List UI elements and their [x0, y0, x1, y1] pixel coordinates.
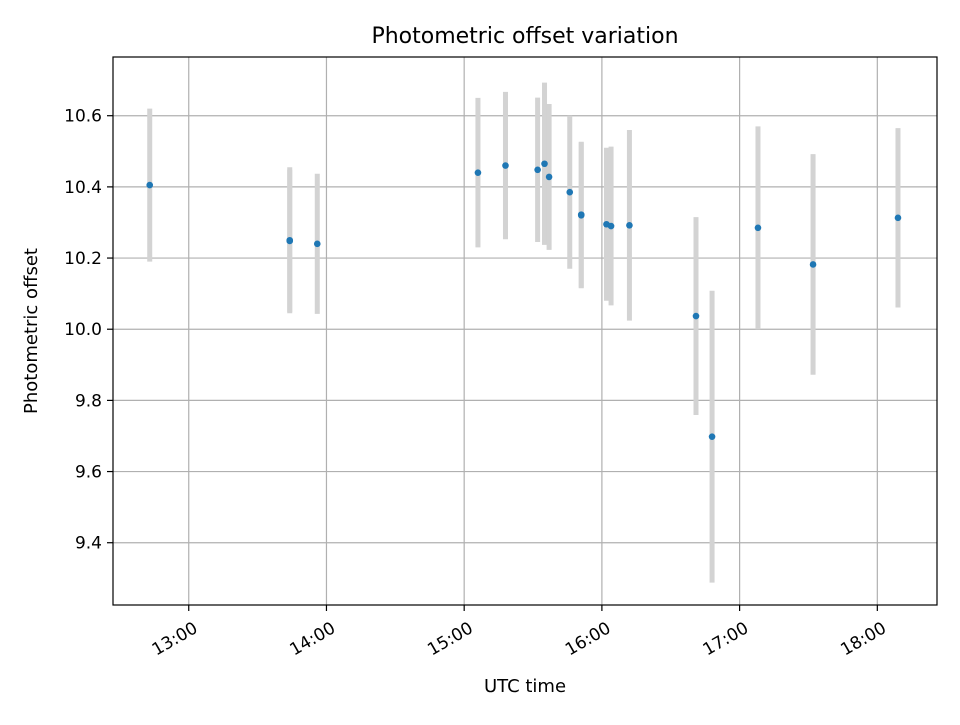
data-point — [286, 237, 294, 245]
plot-area-frame — [112, 56, 938, 606]
y-tick-label: 9.4 — [75, 534, 102, 554]
data-point — [692, 312, 700, 320]
data-point — [566, 188, 574, 196]
data-point — [626, 222, 633, 229]
y-tick-label: 9.8 — [75, 391, 102, 411]
y-axis-ticks: 9.4 9.6 9.8 10.0 10.2 10.4 10.6 — [64, 107, 113, 554]
data-point — [894, 214, 902, 222]
data-point — [541, 160, 548, 168]
y-tick-label: 9.6 — [75, 463, 102, 483]
data-point — [313, 240, 321, 248]
data-points — [146, 160, 902, 440]
grid-lines — [113, 57, 937, 605]
data-point — [754, 224, 762, 232]
chart-title: Photometric offset variation — [371, 24, 678, 49]
y-tick-label: 10.4 — [64, 178, 102, 198]
data-point — [607, 222, 615, 230]
data-point — [146, 181, 154, 189]
data-point — [545, 173, 553, 181]
data-point — [708, 433, 716, 440]
data-point — [534, 166, 541, 174]
y-tick-label: 10.6 — [64, 107, 102, 127]
x-axis-label: UTC time — [484, 676, 566, 697]
y-tick-label: 10.0 — [64, 320, 102, 340]
y-axis-label: Photometric offset — [21, 248, 42, 414]
y-tick-label: 10.2 — [64, 249, 102, 269]
data-point — [577, 212, 585, 219]
data-point — [809, 261, 817, 268]
data-point — [502, 162, 509, 169]
data-point — [474, 169, 482, 176]
